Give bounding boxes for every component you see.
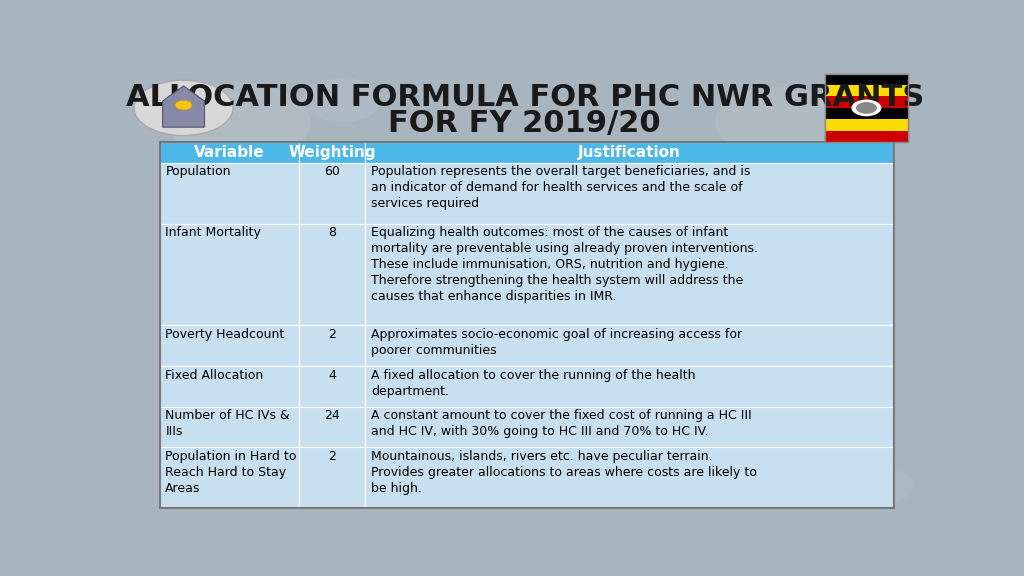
Text: Approximates socio-economic goal of increasing access for
poorer communities: Approximates socio-economic goal of incr… bbox=[371, 328, 742, 357]
Bar bbox=[824, 85, 908, 96]
Bar bbox=[299, 142, 366, 162]
Circle shape bbox=[134, 80, 233, 135]
Bar bbox=[366, 366, 894, 407]
Bar bbox=[299, 366, 366, 407]
Text: Justification: Justification bbox=[579, 145, 681, 160]
Circle shape bbox=[644, 437, 755, 499]
Circle shape bbox=[168, 82, 310, 162]
Circle shape bbox=[850, 468, 913, 504]
Text: Equalizing health outcomes: most of the causes of infant
mortality are preventab: Equalizing health outcomes: most of the … bbox=[371, 226, 758, 304]
Bar bbox=[366, 142, 894, 162]
Text: ALLOCATION FORMULA FOR PHC NWR GRANTS: ALLOCATION FORMULA FOR PHC NWR GRANTS bbox=[126, 84, 924, 112]
Text: Poverty Headcount: Poverty Headcount bbox=[165, 328, 285, 341]
Bar bbox=[824, 74, 908, 142]
Bar bbox=[366, 447, 894, 508]
Text: Population represents the overall target beneficiaries, and is
an indicator of d: Population represents the overall target… bbox=[371, 165, 751, 210]
Text: Variable: Variable bbox=[195, 145, 265, 160]
Bar bbox=[299, 407, 366, 447]
Bar bbox=[824, 108, 908, 119]
Bar bbox=[160, 142, 299, 162]
Text: 2: 2 bbox=[329, 450, 336, 463]
Bar bbox=[824, 119, 908, 131]
Circle shape bbox=[818, 78, 898, 122]
Bar bbox=[160, 447, 299, 508]
Bar bbox=[824, 96, 908, 108]
Text: 24: 24 bbox=[325, 409, 340, 422]
Circle shape bbox=[856, 102, 877, 114]
Bar bbox=[160, 325, 299, 366]
Text: FOR FY 2019/20: FOR FY 2019/20 bbox=[388, 109, 662, 138]
Polygon shape bbox=[163, 86, 205, 127]
Circle shape bbox=[175, 100, 193, 110]
Circle shape bbox=[739, 455, 818, 499]
Text: Population: Population bbox=[165, 165, 230, 179]
Circle shape bbox=[715, 87, 842, 158]
Bar bbox=[299, 162, 366, 223]
Bar bbox=[366, 325, 894, 366]
Text: Mountainous, islands, rivers etc. have peculiar terrain.
Provides greater alloca: Mountainous, islands, rivers etc. have p… bbox=[371, 450, 757, 495]
Text: 2: 2 bbox=[329, 328, 336, 341]
Bar bbox=[299, 447, 366, 508]
Bar bbox=[160, 162, 299, 223]
Text: Weighting: Weighting bbox=[289, 145, 376, 160]
Bar bbox=[160, 407, 299, 447]
Text: A fixed allocation to cover the running of the health
department.: A fixed allocation to cover the running … bbox=[371, 369, 695, 397]
Text: 8: 8 bbox=[329, 226, 336, 239]
Text: Infant Mortality: Infant Mortality bbox=[165, 226, 261, 239]
Circle shape bbox=[851, 100, 882, 116]
Text: A constant amount to cover the fixed cost of running a HC III
and HC IV, with 30: A constant amount to cover the fixed cos… bbox=[371, 409, 752, 438]
Bar bbox=[299, 223, 366, 325]
Bar bbox=[824, 131, 908, 142]
Bar bbox=[366, 223, 894, 325]
Text: Population in Hard to
Reach Hard to Stay
Areas: Population in Hard to Reach Hard to Stay… bbox=[165, 450, 297, 495]
Bar bbox=[160, 223, 299, 325]
Bar bbox=[824, 74, 908, 142]
Bar bbox=[160, 366, 299, 407]
Text: 4: 4 bbox=[329, 369, 336, 381]
Bar bbox=[160, 142, 894, 508]
Bar bbox=[366, 162, 894, 223]
Circle shape bbox=[795, 433, 890, 486]
Text: Number of HC IVs &
IIIs: Number of HC IVs & IIIs bbox=[165, 409, 290, 438]
Bar bbox=[299, 325, 366, 366]
Text: Fixed Allocation: Fixed Allocation bbox=[165, 369, 263, 381]
Circle shape bbox=[303, 78, 382, 122]
Bar bbox=[366, 407, 894, 447]
Text: 60: 60 bbox=[325, 165, 340, 179]
Bar bbox=[824, 74, 908, 85]
